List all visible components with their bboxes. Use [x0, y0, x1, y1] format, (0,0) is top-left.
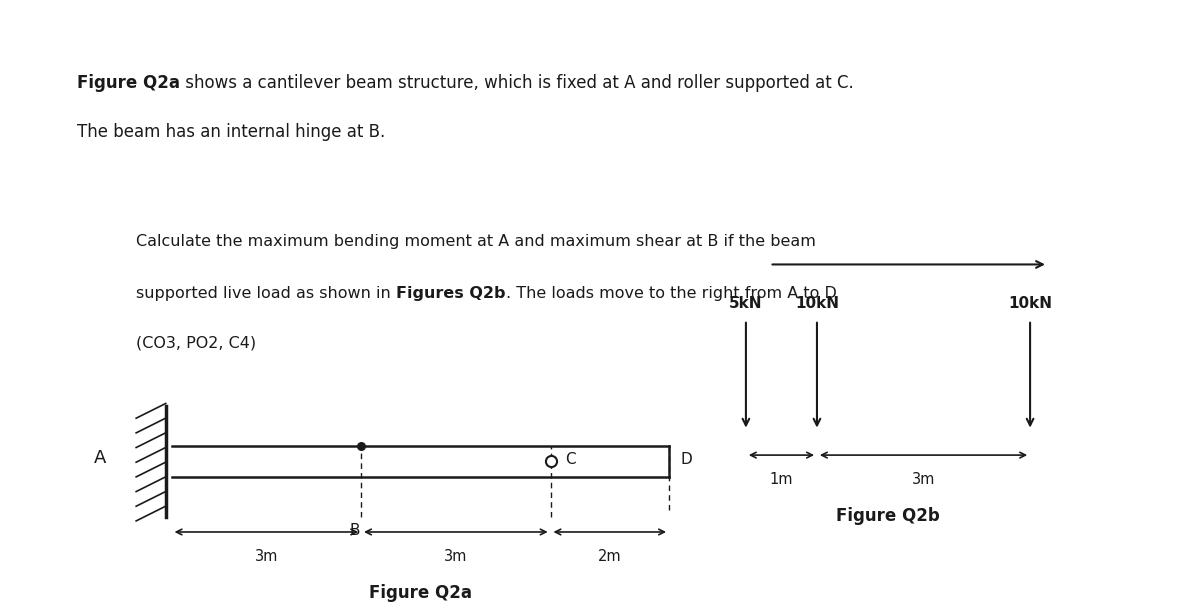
Text: Figure Q2a: Figure Q2a: [369, 584, 471, 602]
Text: The beam has an internal hinge at B.: The beam has an internal hinge at B.: [77, 123, 385, 141]
Text: . The loads move to the right from A to D: . The loads move to the right from A to …: [506, 286, 836, 301]
Text: shows a cantilever beam structure, which is fixed at A and roller supported at C: shows a cantilever beam structure, which…: [180, 74, 854, 92]
Text: Calculate the maximum bending moment at A and maximum shear at B if the beam: Calculate the maximum bending moment at …: [136, 234, 816, 248]
Text: 10kN: 10kN: [794, 296, 839, 311]
Text: D: D: [681, 452, 693, 467]
Text: 5kN: 5kN: [729, 296, 762, 311]
Text: 1m: 1m: [770, 472, 793, 487]
Text: 3m: 3m: [912, 472, 935, 487]
Text: Figures Q2b: Figures Q2b: [395, 286, 506, 301]
Text: (CO3, PO2, C4): (CO3, PO2, C4): [136, 335, 256, 350]
Text: supported live load as shown in: supported live load as shown in: [136, 286, 395, 301]
Text: B: B: [350, 523, 360, 538]
Text: C: C: [565, 452, 575, 467]
Text: A: A: [95, 449, 107, 467]
Text: 3m: 3m: [255, 549, 278, 564]
Text: 2m: 2m: [598, 549, 622, 564]
Text: 3m: 3m: [444, 549, 468, 564]
Text: Figure Q2a: Figure Q2a: [77, 74, 180, 92]
Text: Figure Q2b: Figure Q2b: [836, 507, 940, 525]
Text: 10kN: 10kN: [1008, 296, 1053, 311]
